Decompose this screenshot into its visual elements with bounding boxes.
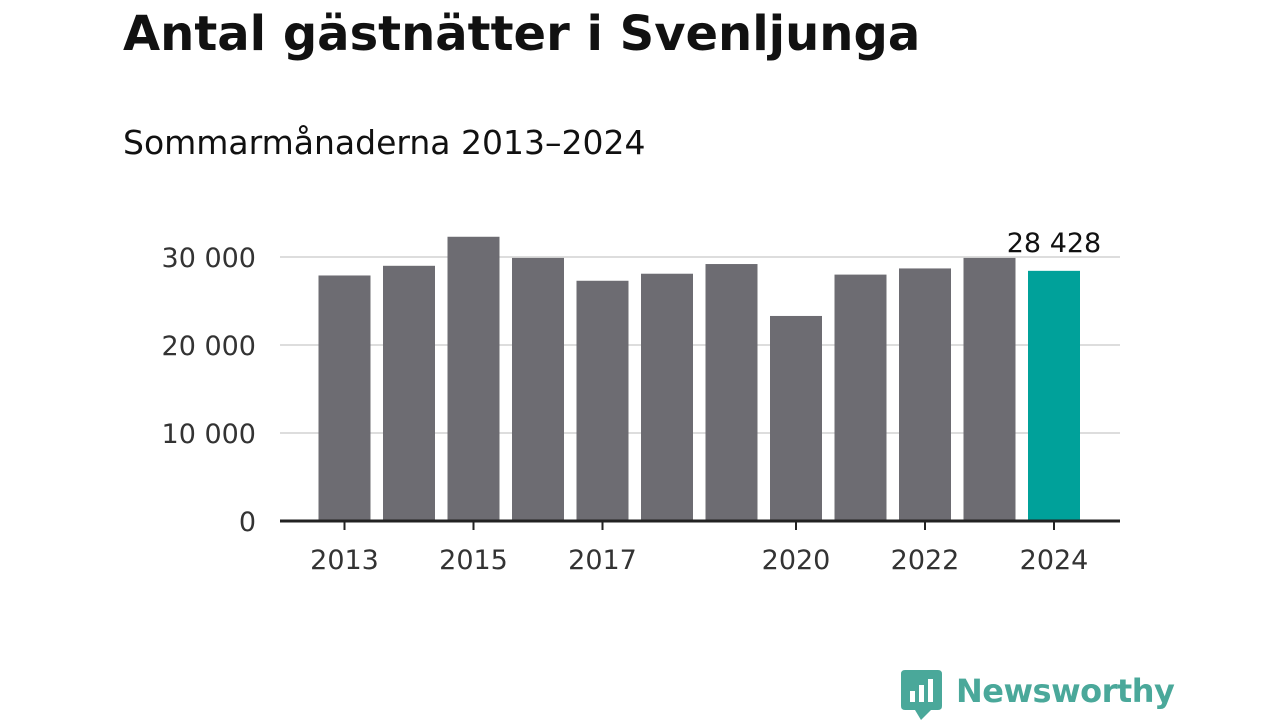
y-tick-label: 20 000 — [162, 331, 256, 362]
bar — [576, 280, 629, 521]
bar — [512, 257, 564, 521]
bar-layer — [318, 236, 1080, 521]
x-tick-label: 2013 — [310, 545, 379, 576]
bar — [963, 257, 1016, 521]
y-tick-label: 0 — [239, 507, 256, 538]
newsworthy-logo[interactable]: Newsworthy — [901, 670, 1175, 720]
bar — [641, 273, 693, 521]
newsworthy-logo-icon — [901, 670, 942, 720]
bar — [705, 264, 758, 521]
x-tick-label: 2020 — [762, 545, 831, 576]
x-tick-label: 2022 — [891, 545, 960, 576]
x-tick-label: 2017 — [568, 545, 637, 576]
bar — [899, 268, 951, 521]
axis-layer — [280, 519, 1120, 530]
data-label: 28 428 — [1007, 228, 1101, 259]
bar — [447, 236, 500, 521]
bar-highlight — [1028, 270, 1080, 521]
bar — [383, 265, 435, 521]
label-layer: 0 10 000 20 000 30 000 2013 2015 2017 2020 2022 2… — [162, 228, 1102, 576]
newsworthy-wordmark: Newsworthy — [956, 672, 1175, 710]
chart-subtitle: Sommarmånaderna 2013–2024 — [123, 123, 646, 162]
bar — [318, 275, 371, 521]
bar — [834, 274, 887, 521]
y-tick-label: 10 000 — [162, 419, 256, 450]
y-tick-label: 30 000 — [162, 243, 256, 274]
chart-title: Antal gästnätter i Svenljunga — [123, 6, 921, 62]
x-tick-label: 2015 — [439, 545, 508, 576]
x-tick-label: 2024 — [1020, 545, 1089, 576]
bar — [770, 315, 822, 521]
